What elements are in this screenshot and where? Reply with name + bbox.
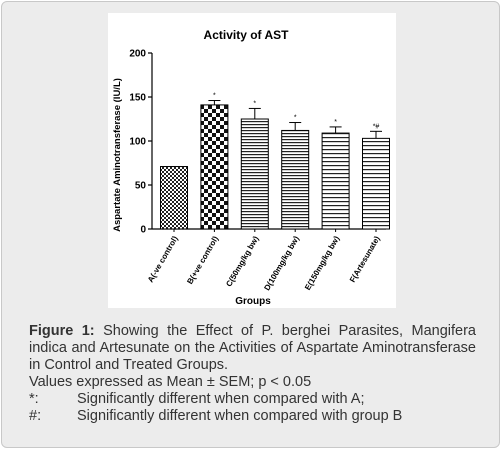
x-tick-label: E(150mg/kg bw) [303, 234, 341, 292]
y-tick-label: 0 [140, 225, 146, 236]
bar-chart: Activity of AST Aspartate Aminotransfera… [112, 28, 390, 307]
bar [321, 132, 350, 230]
caption-stats-line: Values expressed as Mean ± SEM; p < 0.05 [29, 374, 312, 390]
bar [160, 166, 188, 230]
x-axis-label: Groups [235, 296, 271, 307]
significance-label: * [294, 115, 297, 122]
significance-label: *# [373, 123, 380, 130]
figure-caption: Figure 1: Showing the Effect of P. bergh… [29, 323, 476, 425]
note-symbol: *: [29, 391, 39, 407]
y-axis-label: Aspartate Aminotransferase (IU/L) [112, 78, 123, 232]
x-tick-label: C(50mg/kg bw) [224, 234, 260, 288]
bar [200, 104, 229, 230]
note-text: Significantly different when compared wi… [77, 408, 403, 424]
y-tick-label: 200 [129, 49, 146, 60]
chart-title: Activity of AST [204, 28, 290, 42]
bar [281, 129, 310, 230]
x-tick-label: D(100mg/kg bw) [262, 234, 301, 292]
y-tick-label: 50 [135, 181, 147, 192]
bar [240, 118, 269, 230]
figure-label: Figure 1: [29, 323, 95, 339]
caption-note: #: Significantly different when compared … [29, 408, 476, 425]
x-tick-label: B(+ve control) [185, 234, 220, 286]
caption-note: *: Significantly different when compared … [29, 391, 476, 408]
chart-panel: Activity of AST Aspartate Aminotransfera… [108, 13, 396, 308]
significance-label: * [213, 93, 216, 100]
caption-text: Showing the Effect of P. berghei Parasit… [29, 323, 476, 373]
y-tick-label: 100 [129, 137, 146, 148]
x-tick-label: F(Artesunate) [348, 234, 382, 284]
caption-main: Figure 1: Showing the Effect of P. bergh… [29, 323, 476, 374]
note-symbol: #: [29, 408, 42, 424]
y-tick-label: 150 [129, 93, 146, 104]
note-text: Significantly different when compared wi… [77, 391, 365, 407]
bar [362, 137, 390, 230]
significance-label: * [334, 119, 337, 126]
significance-label: * [253, 100, 256, 107]
x-tick-label: A(-ve control) [146, 234, 180, 284]
